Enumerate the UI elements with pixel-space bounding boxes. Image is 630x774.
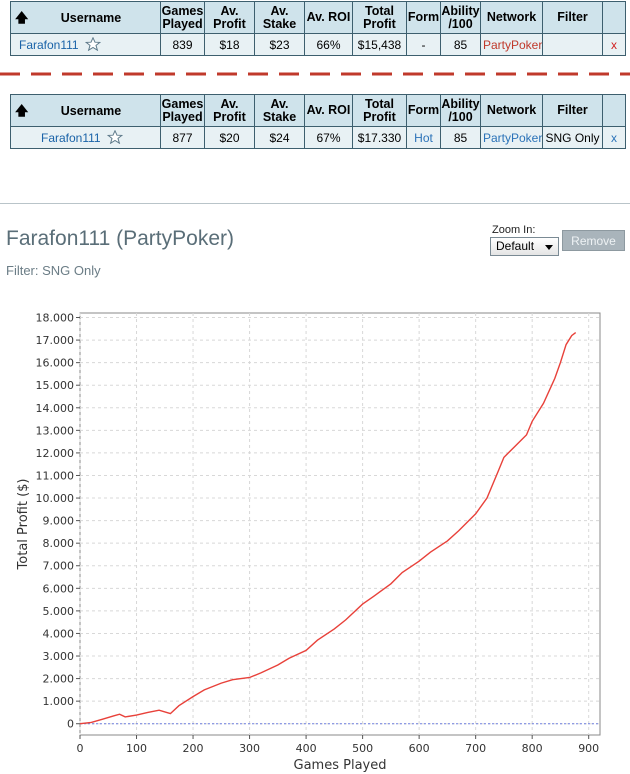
x-tick-label: 200 [183,742,204,755]
av-profit-cell: $18 [204,33,255,56]
player-title: Farafon111 (PartyPoker) [6,227,234,250]
table-row: Farafon111 839 $18 $23 66% $15,438 - 85 … [10,33,626,56]
av-roi-cell: 66% [304,33,353,56]
network-cell[interactable]: PartyPoker [480,126,543,149]
y-tick-label: 4.000 [43,627,75,640]
y-tick-label: 10.000 [36,492,75,505]
up-arrow-icon[interactable]: 🡅 [15,9,29,25]
zoom-label: Zoom In: [492,224,536,236]
ability-header[interactable]: Ability/100 [440,1,481,34]
filter-cell [542,33,603,56]
y-tick-label: 11.000 [36,469,75,482]
table-header-row: 🡅 Username Games Played Av. Profit Av. Stake… [10,1,626,34]
x-tick-label: 300 [239,742,260,755]
star-icon[interactable] [106,130,123,144]
av-profit-cell: $20 [204,126,255,149]
x-axis-label: Games Played [294,758,387,773]
y-tick-label: 17.000 [36,334,75,347]
av-roi-header[interactable]: Av. ROI [304,1,353,34]
plot-area [79,312,601,736]
network-header[interactable]: Network [480,94,543,127]
y-tick-label: 8.000 [43,537,75,550]
stats-table-1: 🡅 Username Games Played Av. Profit Av. Stake… [10,1,626,56]
filter-header[interactable]: Filter [542,1,603,34]
star-icon[interactable] [84,37,101,51]
y-tick-label: 9.000 [43,515,75,528]
y-tick-label: 15.000 [36,379,75,392]
av-stake-header[interactable]: Av. Stake [254,94,305,127]
username-header[interactable]: 🡅 Username [10,94,161,127]
x-tick-label: 700 [465,742,486,755]
total-profit-header[interactable]: Total Profit [352,1,407,34]
ability-cell: 85 [440,126,481,149]
section-divider [0,203,630,204]
x-tick-label: 800 [522,742,543,755]
x-tick-label: 0 [77,742,84,755]
x-tick-label: 500 [352,742,373,755]
remove-row-button[interactable]: x [602,126,626,149]
table-header-row: 🡅 Username Games Played Av. Profit Av. Stake… [10,94,626,127]
form-cell: Hot [406,126,441,149]
av-profit-header[interactable]: Av. Profit [204,94,255,127]
av-stake-header[interactable]: Av. Stake [254,1,305,34]
remove-row-button[interactable]: x [602,33,626,56]
username-cell[interactable]: Farafon111 [10,33,161,56]
filter-label: Filter: SNG Only [6,263,101,278]
av-stake-cell: $24 [254,126,305,149]
form-header[interactable]: Form [406,94,441,127]
total-profit-header[interactable]: Total Profit [352,94,407,127]
network-cell[interactable]: PartyPoker [480,33,543,56]
profit-chart: 0 100 200 300 400 500 600 700 800 900 0 1.000 2.000 3… [16,312,601,773]
games-played-header[interactable]: Games Played [160,94,205,127]
y-tick-label: 5.000 [43,605,75,618]
profit-line [79,332,577,725]
up-arrow-icon[interactable]: 🡅 [15,102,29,118]
y-tick-label: 12.000 [36,447,75,460]
stats-table-2: 🡅 Username Games Played Av. Profit Av. Stake… [10,94,626,149]
y-tick-label: 3.000 [43,650,75,663]
x-tick-label: 600 [409,742,430,755]
remove-button[interactable]: Remove [562,230,625,251]
remove-column-header [602,94,626,127]
y-tick-label: 0 [67,718,74,731]
av-roi-cell: 67% [304,126,353,149]
y-tick-label: 13.000 [36,424,75,437]
x-tick-label: 400 [296,742,317,755]
total-profit-cell: $15,438 [352,33,407,56]
y-tick-label: 18.000 [36,312,75,325]
y-tick-label: 7.000 [43,560,75,573]
x-tick-label: 100 [126,742,147,755]
y-tick-label: 14.000 [36,402,75,415]
av-profit-header[interactable]: Av. Profit [204,1,255,34]
y-tick-label: 16.000 [36,357,75,370]
form-header[interactable]: Form [406,1,441,34]
y-tick-label: 6.000 [43,582,75,595]
network-header[interactable]: Network [480,1,543,34]
filter-cell: SNG Only [542,126,603,149]
games-played-cell: 839 [160,33,205,56]
y-tick-label: 2.000 [43,673,75,686]
filter-header[interactable]: Filter [542,94,603,127]
zoom-select[interactable]: Default [490,237,559,256]
username-cell[interactable]: Farafon111 [10,126,161,149]
form-cell: - [406,33,441,56]
y-tick-label: 1.000 [43,695,75,708]
x-tick-label: 900 [578,742,599,755]
username-header[interactable]: 🡅 Username [10,1,161,34]
chevron-down-icon [545,245,553,250]
ability-header[interactable]: Ability/100 [440,94,481,127]
ability-cell: 85 [440,33,481,56]
av-stake-cell: $23 [254,33,305,56]
total-profit-cell: $17.330 [352,126,407,149]
remove-column-header [602,1,626,34]
y-axis-label: Total Profit ($) [16,479,31,571]
table-row: Farafon111 877 $20 $24 67% $17.330 Hot 8… [10,126,626,149]
games-played-header[interactable]: Games Played [160,1,205,34]
av-roi-header[interactable]: Av. ROI [304,94,353,127]
dashed-separator [0,72,630,76]
games-played-cell: 877 [160,126,205,149]
